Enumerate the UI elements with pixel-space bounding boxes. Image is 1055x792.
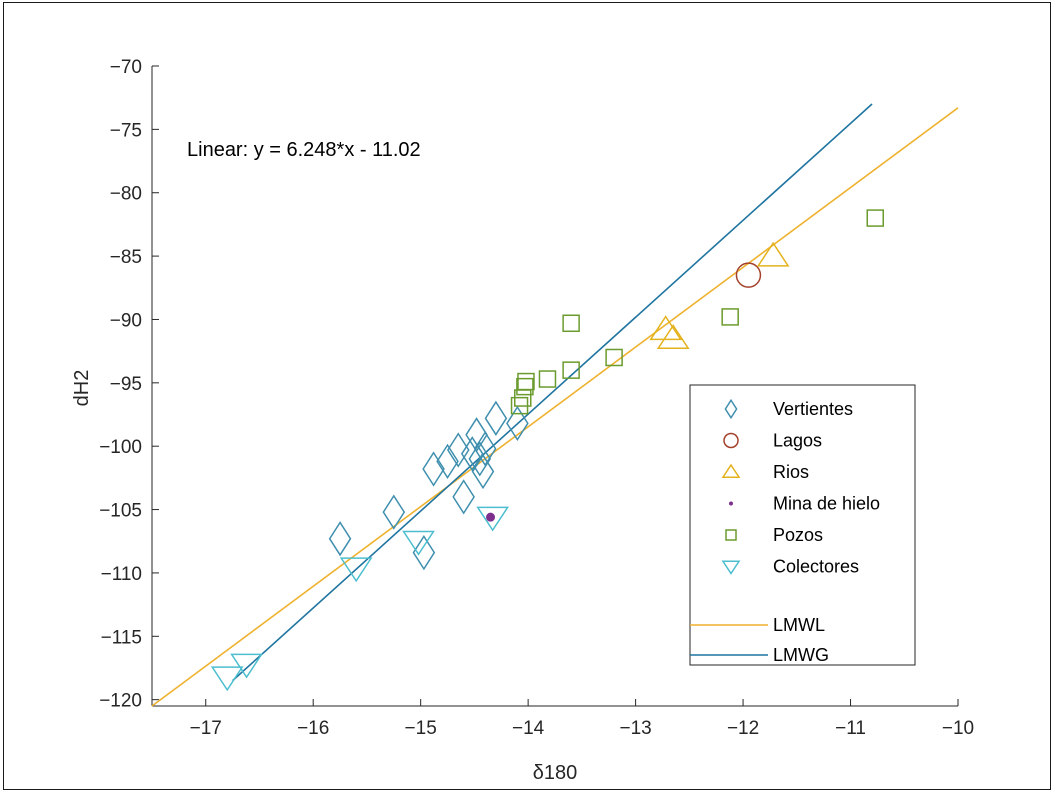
series-lagos: [735, 262, 762, 288]
y-tick-label: −95: [110, 374, 142, 395]
y-tick-label: −105: [99, 501, 142, 522]
line-lmwg: [232, 103, 873, 682]
point-vertientes: [446, 432, 470, 468]
point-vertientes: [382, 494, 406, 530]
series-vertientes: [328, 400, 529, 571]
point-rios: [756, 241, 790, 267]
series-rios: [649, 241, 790, 349]
point-vertientes: [471, 453, 495, 490]
legend-label-mina-de-hielo: Mina de hielo: [773, 494, 880, 514]
legend-label-vertientes: Vertientes: [773, 399, 853, 419]
y-tick-label: −80: [110, 184, 142, 205]
point-pozos: [605, 348, 623, 367]
x-tick-label: −10: [942, 718, 974, 739]
point-vertientes: [328, 521, 352, 557]
point-vertientes: [506, 405, 529, 442]
point-vertientes: [473, 431, 497, 467]
legend-label-rios: Rios: [773, 462, 809, 482]
point-vertientes: [452, 479, 475, 515]
y-axis-title: dH2: [71, 370, 93, 407]
point-rios: [656, 324, 690, 349]
y-tick-label: −85: [110, 247, 142, 268]
legend-marker-vertientes: [724, 398, 738, 420]
point-colectores: [339, 557, 373, 583]
point-mina-de-hielo: [486, 512, 496, 522]
x-tick-label: −14: [512, 718, 545, 739]
point-pozos: [721, 308, 739, 326]
series-colectores: [210, 506, 510, 692]
point-pozos: [562, 314, 580, 333]
y-tick-label: −100: [99, 437, 142, 458]
point-vertientes: [436, 443, 459, 480]
legend-label-pozos: Pozos: [773, 525, 823, 545]
legend-label-lmwl: LMWL: [773, 615, 825, 635]
y-tick-label: −115: [101, 627, 142, 648]
legend-label-colectores: Colectores: [773, 557, 859, 577]
x-tick-label: −16: [297, 718, 329, 739]
point-pozos: [516, 377, 534, 396]
legend-marker-pozos: [725, 529, 737, 541]
legend-marker-colectores: [721, 560, 741, 575]
point-pozos: [538, 370, 557, 388]
series-mina-de-hielo: [486, 512, 496, 522]
legend-label-lagos: Lagos: [773, 431, 822, 451]
legend-label-lmwg: LMWG: [773, 645, 829, 665]
point-colectores: [476, 506, 510, 532]
legend-marker-mina-de-hielo: [729, 501, 733, 506]
series-pozos: [510, 209, 885, 415]
point-rios: [649, 315, 683, 341]
legend-marker-rios: [721, 463, 741, 478]
point-vertientes: [484, 400, 508, 436]
x-tick-label: −17: [190, 718, 222, 739]
point-pozos: [866, 209, 885, 227]
legend: Vertientes Lagos Rios Mina de hielo Pozos Col…: [689, 384, 916, 666]
point-vertientes: [460, 436, 484, 472]
x-tick-label: −12: [727, 718, 759, 739]
axes: −17 −16 −15 −14 −13 −12 −11 −10 −120 −115 −110 −105…: [99, 57, 974, 739]
y-tick-label: −110: [101, 564, 142, 585]
point-colectores: [230, 653, 263, 679]
x-tick-label: −11: [835, 718, 866, 739]
fit-lines: [151, 103, 959, 707]
legend-box: [689, 384, 916, 666]
y-tick-label: −90: [110, 310, 142, 331]
point-vertientes: [422, 451, 445, 487]
x-axis-title: δ180: [533, 762, 578, 784]
line-lmwl: [151, 107, 959, 707]
regression-annotation: Linear: y = 6.248*x - 11.02: [187, 139, 421, 161]
y-tick-label: −120: [99, 691, 142, 712]
x-tick-label: −15: [405, 718, 437, 739]
point-vertientes: [468, 441, 492, 477]
point-vertientes: [412, 535, 436, 571]
y-tick-label: −70: [110, 57, 142, 78]
point-colectores: [210, 666, 244, 692]
y-tick-label: −75: [110, 120, 142, 141]
x-tick-label: −13: [619, 718, 651, 739]
point-pozos: [517, 372, 535, 391]
legend-marker-lagos: [723, 432, 739, 449]
point-colectores: [402, 530, 435, 556]
point-pozos: [562, 361, 580, 379]
point-lagos: [735, 262, 762, 288]
data-points: [210, 209, 885, 692]
